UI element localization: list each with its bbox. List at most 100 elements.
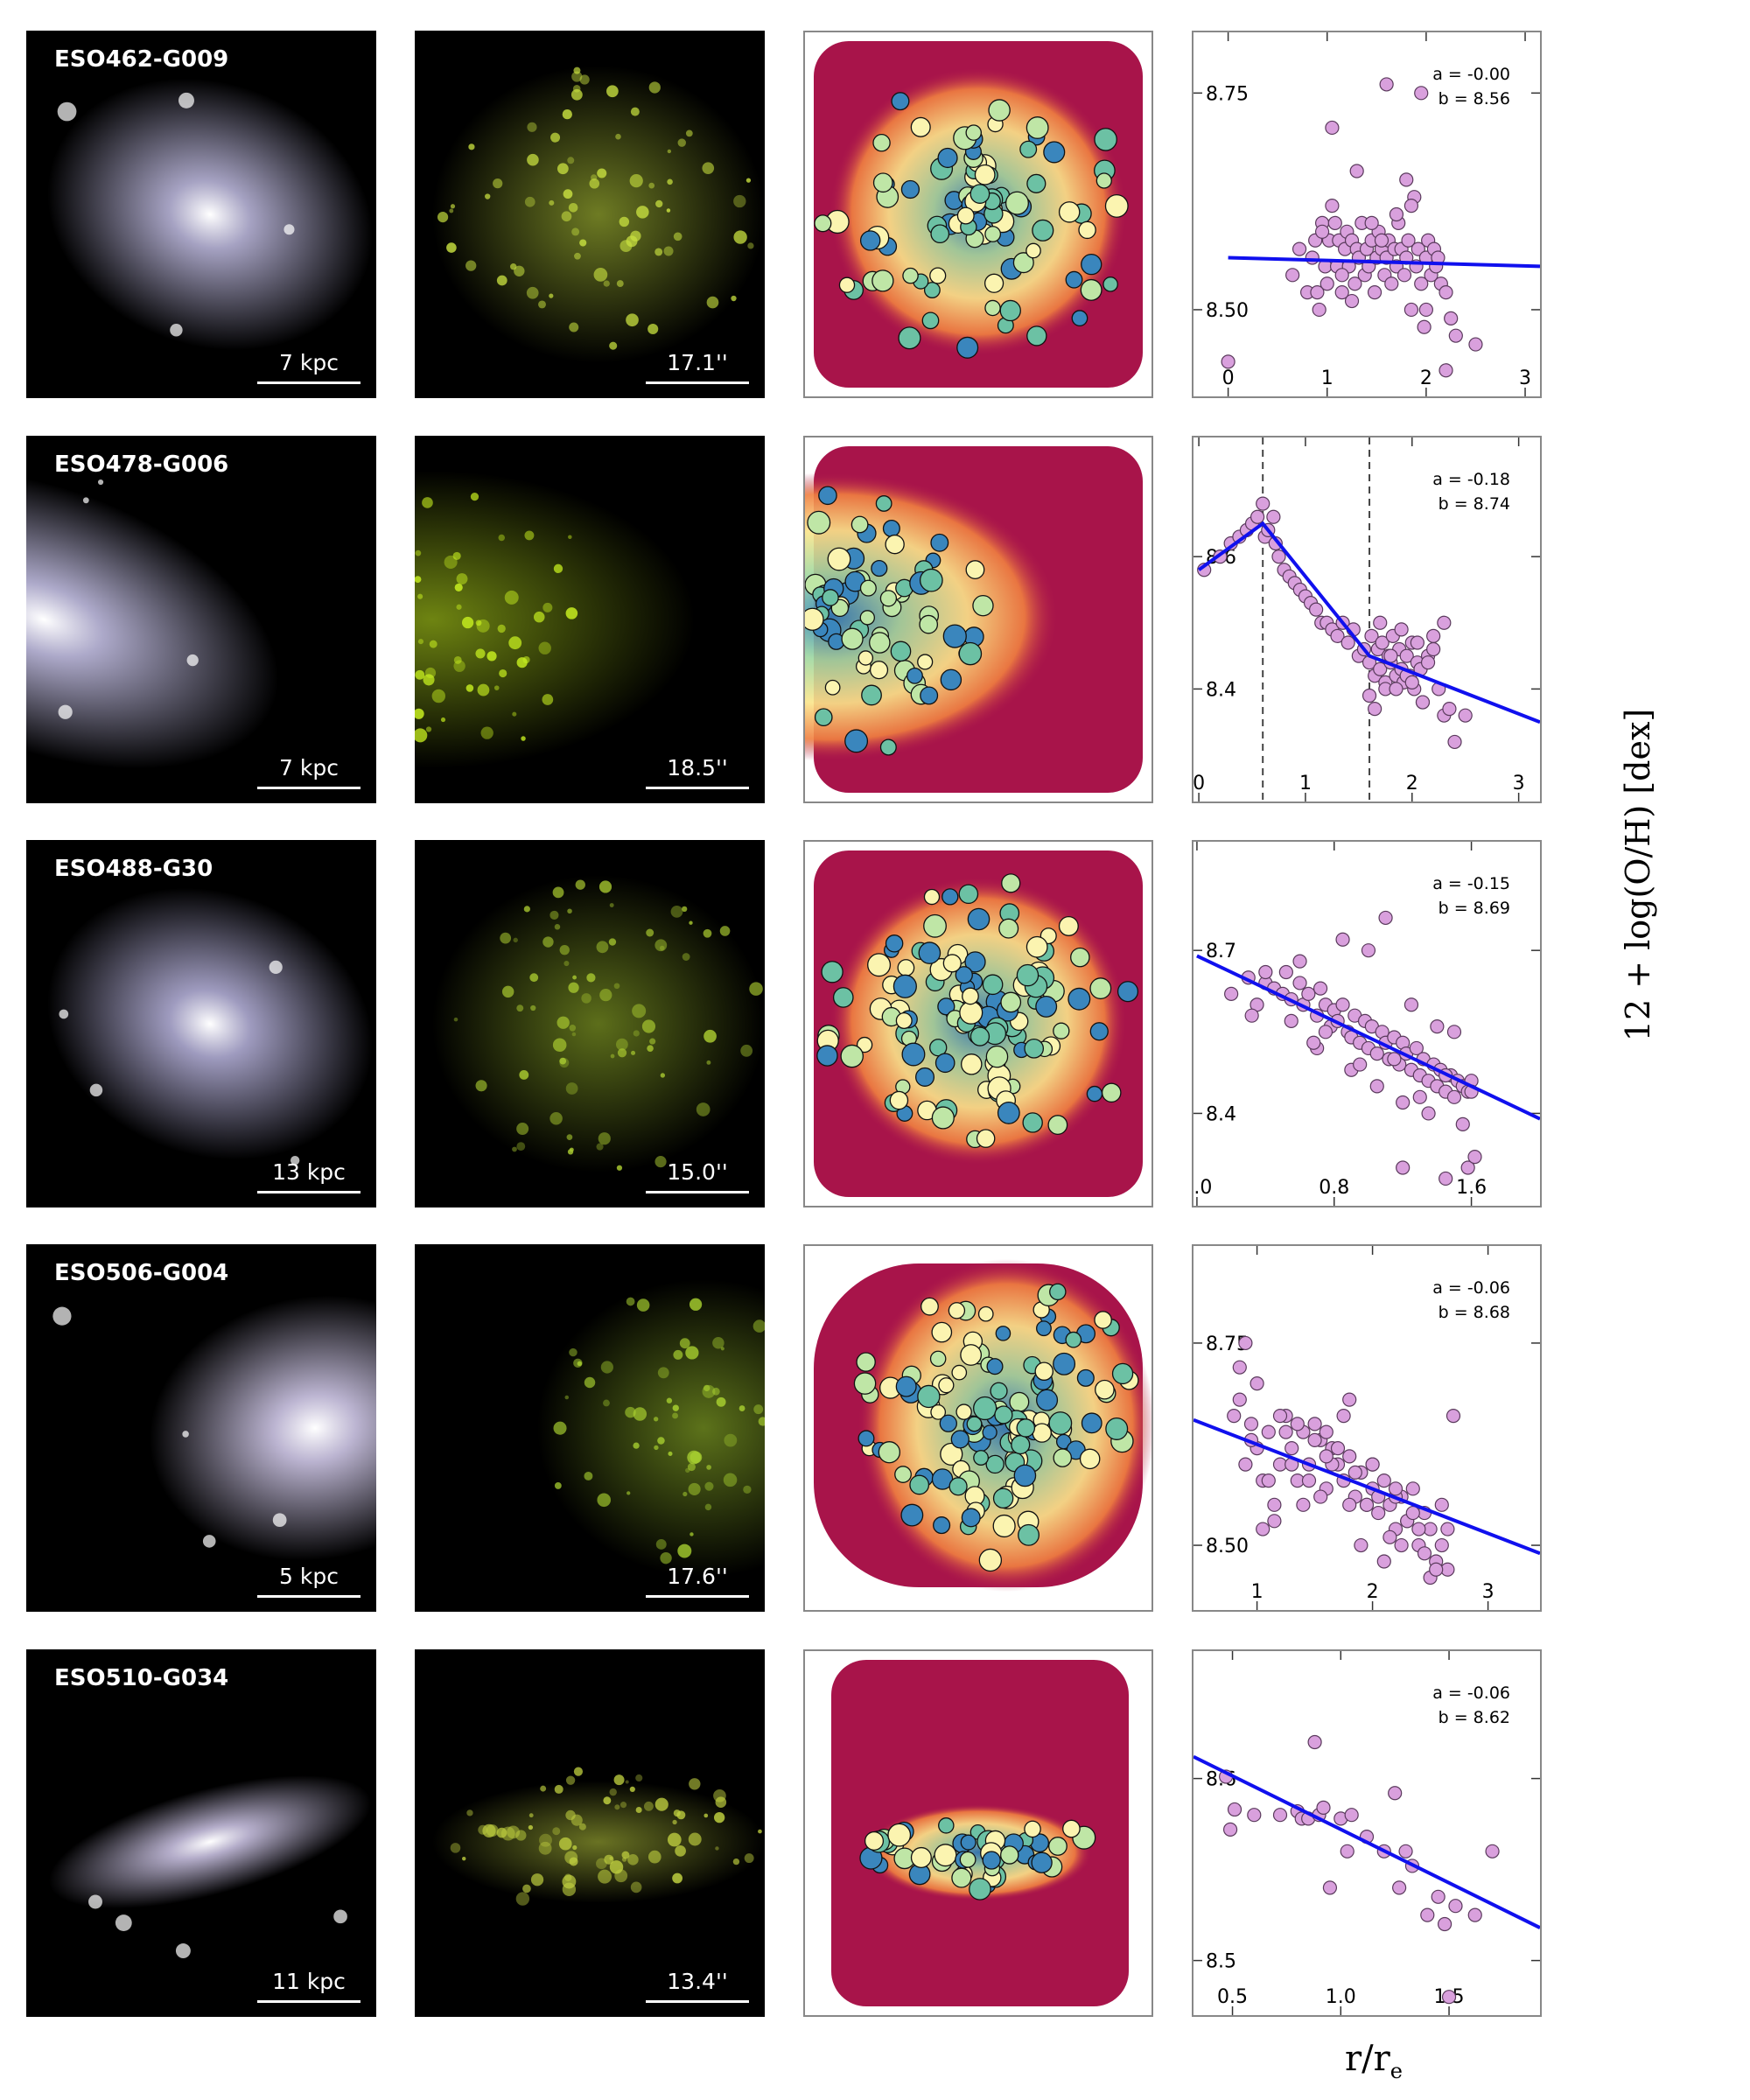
data-point [1296, 1497, 1311, 1512]
hii-region [507, 1825, 521, 1839]
hii-region [417, 639, 424, 645]
hii-region [444, 555, 458, 570]
gradient-plot: 0.0 0.8 1.6 8.4 8.7 a = -0.15 b = 8.69 [1194, 842, 1540, 1206]
fit-line [1197, 521, 1540, 724]
data-point [1420, 655, 1436, 670]
fit-line [1194, 1754, 1540, 1929]
data-point [1312, 981, 1328, 996]
hii-region [660, 1073, 666, 1078]
x-axis-label-main: r/r [1345, 2039, 1390, 2079]
hii-region [538, 300, 546, 309]
data-point [1227, 1802, 1242, 1817]
hii-aperture [869, 632, 891, 654]
hii-aperture [814, 708, 833, 727]
hii-aperture [930, 1404, 947, 1420]
hii-aperture [844, 729, 869, 753]
data-point [1319, 1424, 1334, 1439]
intercept-annotation: b = 8.56 [1438, 89, 1510, 108]
hii-region [626, 313, 639, 327]
galaxy-glow [26, 470, 279, 769]
hii-region [643, 1801, 654, 1811]
data-point [1284, 1441, 1299, 1456]
hii-region [675, 1844, 686, 1857]
hii-aperture [816, 1045, 838, 1067]
gradient-plot: 0.51.01.58.58.6a = -0.06b = 8.62 [1194, 1651, 1540, 2015]
data-point [1348, 1465, 1362, 1480]
data-point [1417, 319, 1432, 334]
x-tick-label: 0 [1222, 368, 1235, 389]
hii-region [673, 1810, 681, 1817]
hii-region [554, 923, 561, 930]
hii-region [630, 1881, 642, 1894]
hii-aperture [909, 1474, 930, 1495]
data-point [1404, 302, 1419, 318]
hii-aperture [942, 624, 967, 648]
hii-aperture [861, 684, 882, 706]
hii-region [682, 1491, 688, 1497]
data-point [1421, 1106, 1436, 1121]
hii-aperture [931, 1106, 955, 1130]
hii-region [562, 1874, 577, 1889]
hii-region [573, 66, 581, 74]
hii-region [529, 973, 539, 983]
foreground-star [182, 1431, 189, 1438]
hii-aperture [992, 1514, 1016, 1538]
hii-region [655, 200, 663, 208]
scale-bar-label-arcsec: 17.6'' [667, 1564, 728, 1589]
intercept-annotation: b = 8.74 [1438, 494, 1510, 514]
hii-aperture [939, 1414, 957, 1432]
data-point [1238, 1457, 1253, 1472]
data-point [1404, 998, 1419, 1012]
hii-region [740, 1044, 753, 1057]
data-point [1227, 1409, 1242, 1424]
foreground-star [269, 960, 283, 974]
data-point [1468, 337, 1483, 352]
hii-region [550, 910, 559, 920]
data-point [1373, 615, 1388, 630]
data-point [1460, 1160, 1475, 1175]
hii-region [625, 1780, 629, 1784]
hii-region [496, 1827, 508, 1838]
hii-region [437, 212, 449, 223]
hii-region [654, 1797, 668, 1811]
hii-region [513, 937, 518, 943]
data-point [1354, 1537, 1368, 1553]
hii-aperture [982, 1851, 1001, 1870]
hii-region [521, 736, 526, 741]
hii-region [744, 1853, 754, 1864]
data-point [1336, 1409, 1351, 1424]
hii-aperture [984, 299, 1001, 317]
hii-region [516, 1004, 524, 1012]
fit-line [1196, 954, 1540, 1121]
hii-region [614, 1869, 628, 1883]
emission-image-panel: 17.6'' [415, 1244, 765, 1612]
hii-region [440, 717, 446, 723]
hii-region [621, 1851, 630, 1859]
hii-region [608, 938, 617, 946]
data-point [1335, 932, 1350, 947]
hii-aperture [1036, 1320, 1052, 1337]
hii-aperture [919, 614, 939, 634]
data-point [1365, 1457, 1380, 1472]
hii-region [598, 1132, 611, 1145]
hii-region [475, 620, 482, 626]
data-point [1342, 1497, 1357, 1512]
hii-aperture [838, 276, 856, 293]
hii-aperture [929, 1350, 947, 1368]
data-point [1401, 233, 1416, 248]
x-tick-label: 2 [1420, 368, 1432, 389]
hii-aperture [1018, 1523, 1040, 1546]
hii-region [461, 616, 474, 629]
data-point [1330, 628, 1345, 644]
hii-region [563, 189, 573, 200]
hii-region [550, 1112, 563, 1125]
hii-region [648, 1850, 662, 1864]
data-point [1438, 285, 1453, 300]
hii-region [682, 953, 690, 961]
hii-aperture [1036, 1389, 1059, 1411]
hii-region [732, 1858, 740, 1866]
hii-aperture [960, 1344, 983, 1366]
data-point [1272, 1808, 1288, 1823]
hii-region [579, 74, 590, 85]
hii-region [679, 1338, 690, 1349]
